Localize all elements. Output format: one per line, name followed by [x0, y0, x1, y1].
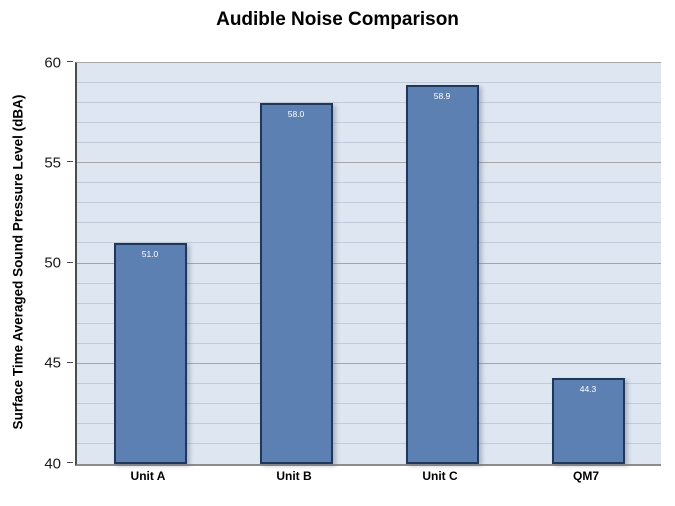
gridline-minor — [77, 382, 661, 384]
bar-value-label: 51.0 — [141, 249, 159, 260]
y-tick-mark — [67, 361, 73, 363]
chart-title: Audible Noise Comparison — [216, 9, 459, 30]
bar-unit-a: 51.0 — [113, 243, 187, 464]
y-tick-label: 55 — [44, 154, 61, 172]
bar-value-label: 58.0 — [287, 109, 305, 120]
gridline-minor — [77, 122, 661, 124]
y-tick-label: 60 — [44, 54, 61, 71]
bar-value-label: 44.3 — [579, 383, 597, 394]
y-tick-label: 45 — [44, 354, 61, 372]
y-tick-mark — [67, 61, 73, 62]
bar-slot-unit-a: 51.0 — [77, 63, 223, 464]
x-label-unit-b: Unit B — [276, 469, 312, 483]
gridline-minor — [77, 282, 661, 284]
y-tick-mark — [67, 261, 73, 263]
gridline-minor — [77, 222, 661, 224]
gridline-minor — [77, 182, 661, 184]
x-label-unit-c: Unit C — [422, 469, 458, 483]
x-axis-labels: Unit A Unit B Unit C QM7 — [75, 469, 659, 483]
gridline-major — [77, 362, 661, 364]
plot-area: 51.0 58.0 58.9 44.3 — [75, 62, 661, 466]
x-label-qm7: QM7 — [572, 469, 599, 483]
bar-slot-qm7: 44.3 — [515, 63, 661, 464]
gridline-minor — [77, 422, 661, 424]
bar-slot-unit-c: 58.9 — [369, 63, 515, 464]
y-tick-mark — [67, 462, 73, 463]
gridline-minor — [77, 142, 661, 144]
gridline-minor — [77, 322, 661, 324]
bar-slot-unit-b: 58.0 — [223, 63, 369, 464]
bar-qm7: 44.3 — [551, 377, 625, 464]
x-label-unit-a: Unit A — [130, 469, 166, 483]
gridline-minor — [77, 102, 661, 104]
bars-layer: 51.0 58.0 58.9 44.3 — [77, 63, 661, 464]
gridline-minor — [77, 302, 661, 304]
gridline-minor — [77, 402, 661, 404]
gridline-minor — [77, 442, 661, 444]
gridline-minor — [77, 82, 661, 84]
gridline-minor — [77, 242, 661, 244]
y-tick-mark — [67, 161, 73, 163]
bar-unit-b: 58.0 — [259, 103, 333, 464]
gridline-major — [77, 262, 661, 264]
y-tick-label: 50 — [44, 254, 61, 272]
gridline-minor — [77, 202, 661, 204]
gridline-major — [77, 162, 661, 164]
y-axis-ticks: 40 45 50 55 60 — [0, 54, 75, 472]
bar-unit-c: 58.9 — [405, 85, 479, 464]
bar-value-label: 58.9 — [433, 91, 451, 102]
y-tick-label: 40 — [44, 455, 61, 472]
gridline-minor — [77, 342, 661, 344]
